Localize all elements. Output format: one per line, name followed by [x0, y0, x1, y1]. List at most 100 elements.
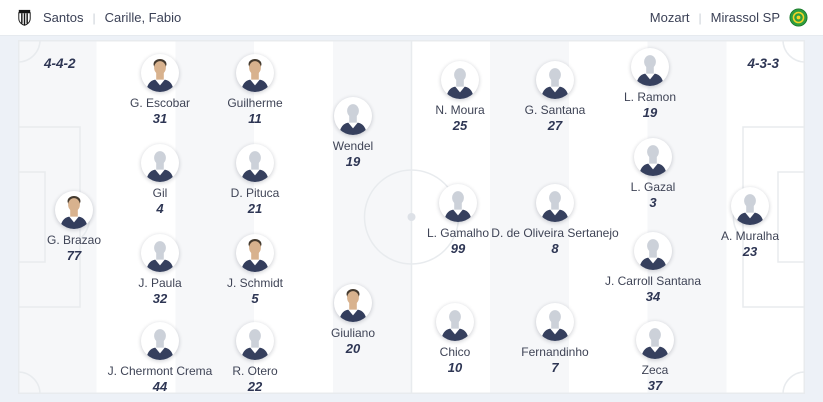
player-number: 31 — [152, 111, 168, 126]
player-number: 10 — [447, 360, 463, 375]
player-name: A. Muralha — [720, 229, 780, 243]
player-avatar-icon[interactable] — [236, 144, 274, 182]
player-avatar-icon[interactable] — [536, 184, 574, 222]
home-player[interactable]: J. Paula 32 — [75, 234, 245, 306]
home-player[interactable]: Gil 4 — [75, 144, 245, 216]
player-avatar-icon[interactable] — [236, 54, 274, 92]
player-avatar-icon[interactable] — [141, 144, 179, 182]
player-number: 21 — [247, 201, 263, 216]
player-avatar-icon[interactable] — [536, 61, 574, 99]
player-name: J. Schmidt — [226, 276, 283, 290]
player-number: 22 — [247, 379, 263, 394]
away-player[interactable]: Zeca 37 — [570, 321, 740, 393]
home-player[interactable]: G. Escobar 31 — [75, 54, 245, 126]
player-name: Wendel — [332, 139, 374, 153]
player-number: 20 — [345, 341, 361, 356]
home-team-name[interactable]: Santos — [43, 10, 84, 25]
player-name: R. Otero — [232, 364, 278, 378]
player-avatar-icon[interactable] — [436, 303, 474, 341]
home-formation-label: 4-4-2 — [44, 56, 76, 71]
header-separator: | — [698, 10, 702, 25]
player-name: L. Gamalho — [426, 226, 490, 240]
player-avatar-icon[interactable] — [439, 184, 477, 222]
player-avatar-icon[interactable] — [636, 321, 674, 359]
player-avatar-icon[interactable] — [55, 191, 93, 229]
player-number: 23 — [742, 244, 758, 259]
player-number: 19 — [345, 154, 361, 169]
player-name: J. Chermont Crema — [107, 364, 213, 378]
away-player[interactable]: Fernandinho 7 — [470, 303, 640, 375]
away-player[interactable]: L. Ramon 19 — [565, 48, 735, 120]
player-name: L. Gazal — [630, 180, 676, 194]
player-avatar-icon[interactable] — [634, 138, 672, 176]
player-avatar-icon[interactable] — [731, 187, 769, 225]
player-name: Chico — [439, 345, 471, 359]
player-number: 27 — [547, 118, 563, 133]
player-name: J. Carroll Santana — [604, 274, 702, 288]
home-player[interactable]: D. Pituca 21 — [170, 144, 340, 216]
away-player[interactable]: N. Moura 25 — [375, 61, 545, 133]
player-number: 4 — [156, 201, 164, 216]
player-name: G. Santana — [524, 103, 586, 117]
away-player[interactable]: L. Gamalho 99 — [373, 184, 543, 256]
player-avatar-icon[interactable] — [631, 48, 669, 86]
away-player[interactable]: G. Santana 27 — [470, 61, 640, 133]
home-player[interactable]: Giuliano 20 — [268, 284, 438, 356]
home-player[interactable]: R. Otero 22 — [170, 322, 340, 394]
player-number: 25 — [452, 118, 468, 133]
player-number: 37 — [647, 378, 663, 393]
player-avatar-icon[interactable] — [141, 54, 179, 92]
player-avatar-icon[interactable] — [236, 234, 274, 272]
match-lineups-header: Santos | Carille, Fabio Mozart | Mirasso… — [0, 0, 823, 36]
player-avatar-icon[interactable] — [634, 232, 672, 270]
player-name: D. Pituca — [230, 186, 280, 200]
player-number: 44 — [152, 379, 168, 394]
away-manager-name[interactable]: Mozart — [649, 10, 690, 25]
player-name: G. Brazao — [46, 233, 102, 247]
away-player[interactable]: D. de Oliveira Sertanejo 8 — [470, 184, 640, 256]
player-number: 11 — [248, 111, 262, 126]
player-number: 77 — [66, 248, 82, 263]
player-name: Giuliano — [330, 326, 376, 340]
home-player[interactable]: G. Brazao 77 — [0, 191, 159, 263]
away-team-name[interactable]: Mirassol SP — [710, 10, 780, 25]
player-number: 32 — [152, 291, 168, 306]
away-formation-label: 4-3-3 — [747, 56, 779, 71]
home-player[interactable]: Wendel 19 — [268, 97, 438, 169]
home-team-header: Santos | Carille, Fabio — [15, 8, 181, 27]
player-number: 7 — [551, 360, 559, 375]
player-name: G. Escobar — [129, 96, 191, 110]
player-number: 99 — [450, 241, 466, 256]
player-number: 3 — [649, 195, 657, 210]
player-name: Zeca — [641, 363, 669, 377]
player-number: 5 — [251, 291, 259, 306]
center-spot-icon — [407, 213, 416, 221]
mirassol-crest-icon — [789, 8, 808, 27]
player-name: Fernandinho — [521, 345, 589, 359]
away-player[interactable]: Chico 10 — [370, 303, 540, 375]
player-number: 8 — [551, 241, 559, 256]
player-name: J. Paula — [138, 276, 182, 290]
away-player[interactable]: J. Carroll Santana 34 — [568, 232, 738, 304]
player-avatar-icon[interactable] — [236, 322, 274, 360]
santos-crest-icon — [15, 8, 34, 27]
player-avatar-icon[interactable] — [536, 303, 574, 341]
player-name: L. Ramon — [623, 90, 677, 104]
away-player[interactable]: L. Gazal 3 — [568, 138, 738, 210]
home-player[interactable]: J. Schmidt 5 — [170, 234, 340, 306]
player-avatar-icon[interactable] — [334, 284, 372, 322]
away-player[interactable]: A. Muralha 23 — [665, 187, 823, 259]
player-avatar-icon[interactable] — [141, 322, 179, 360]
home-player[interactable]: J. Chermont Crema 44 — [75, 322, 245, 394]
player-avatar-icon[interactable] — [441, 61, 479, 99]
player-avatar-icon[interactable] — [334, 97, 372, 135]
player-name: N. Moura — [435, 103, 485, 117]
away-team-header: Mozart | Mirassol SP — [650, 8, 808, 27]
home-manager-name[interactable]: Carille, Fabio — [104, 10, 182, 25]
player-name: D. de Oliveira Sertanejo — [491, 226, 619, 240]
player-number: 34 — [645, 289, 661, 304]
player-avatar-icon[interactable] — [141, 234, 179, 272]
home-player[interactable]: Guilherme 11 — [170, 54, 340, 126]
header-separator: | — [92, 10, 96, 25]
player-number: 19 — [642, 105, 658, 120]
